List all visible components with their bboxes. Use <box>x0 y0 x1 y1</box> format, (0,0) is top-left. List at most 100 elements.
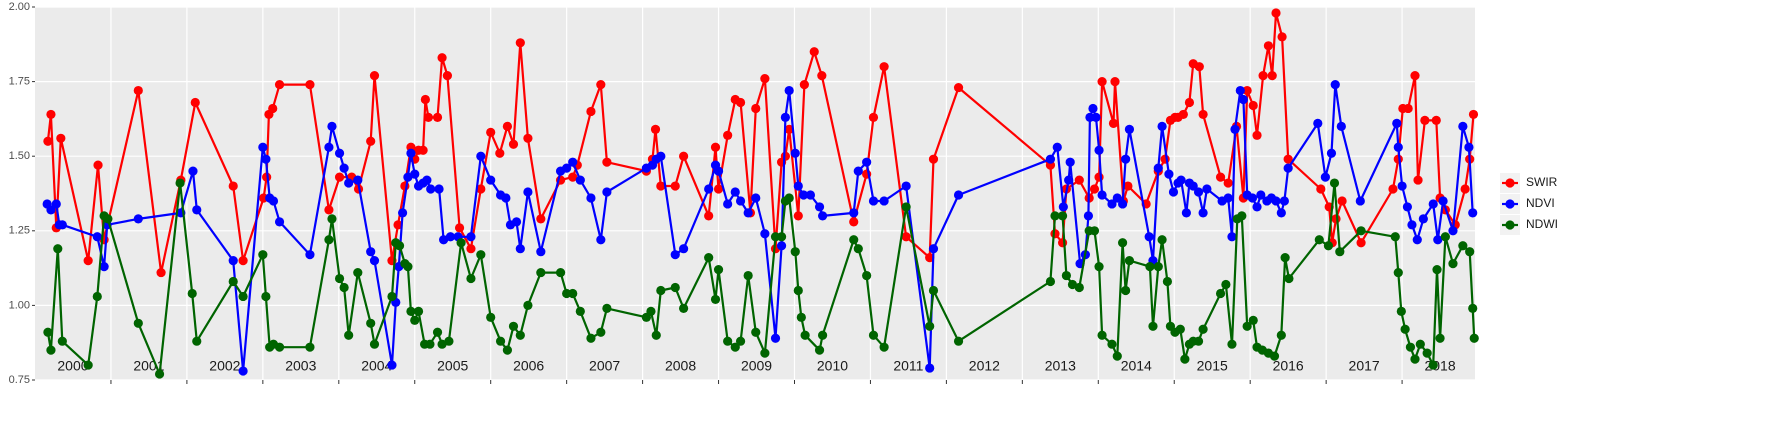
point <box>83 360 93 370</box>
point <box>1181 208 1191 218</box>
point <box>154 369 165 379</box>
point <box>1176 175 1186 185</box>
point <box>1094 172 1104 182</box>
point <box>799 79 809 90</box>
point <box>1329 178 1340 188</box>
point <box>849 208 859 218</box>
year-label: 2014 <box>1121 358 1152 374</box>
point <box>853 244 863 254</box>
point <box>1157 121 1167 131</box>
legend-point <box>1505 199 1515 209</box>
point <box>602 157 612 167</box>
point <box>1221 279 1231 290</box>
point <box>536 247 546 257</box>
point <box>1094 262 1104 272</box>
point <box>1248 100 1258 111</box>
point <box>268 103 278 114</box>
point <box>799 190 809 200</box>
point <box>1283 154 1293 164</box>
point <box>1097 190 1107 200</box>
point <box>1388 184 1398 194</box>
point <box>670 250 680 260</box>
point <box>760 229 770 239</box>
year-label: 2011 <box>893 358 923 374</box>
point <box>57 220 67 230</box>
point <box>1320 172 1330 182</box>
point <box>192 336 202 346</box>
point <box>1431 115 1441 125</box>
point <box>1112 193 1122 203</box>
legend-label: NDWI <box>1526 217 1558 231</box>
point <box>586 106 596 117</box>
point <box>1097 77 1107 87</box>
point <box>1184 97 1195 108</box>
point <box>1178 109 1188 120</box>
point <box>704 184 714 194</box>
point <box>925 253 935 263</box>
point <box>353 267 363 278</box>
point <box>925 363 935 373</box>
point <box>596 327 606 337</box>
year-label: 2007 <box>589 358 620 374</box>
point <box>1323 241 1334 251</box>
point <box>369 339 380 349</box>
point <box>486 127 496 137</box>
point <box>418 145 428 155</box>
point <box>793 285 803 296</box>
point <box>1392 118 1402 128</box>
point <box>366 318 376 328</box>
point <box>515 38 525 48</box>
point <box>790 148 800 158</box>
point <box>1112 351 1122 361</box>
point <box>334 148 345 158</box>
point <box>1415 339 1425 349</box>
point <box>953 190 964 200</box>
point <box>387 291 397 302</box>
point <box>523 300 533 310</box>
point <box>1238 94 1248 105</box>
point <box>1337 196 1347 206</box>
point <box>1256 190 1266 200</box>
point <box>760 348 770 358</box>
point <box>901 202 911 212</box>
point <box>656 181 666 191</box>
point <box>92 232 102 242</box>
point <box>476 151 486 161</box>
point <box>805 190 816 200</box>
point <box>261 154 271 164</box>
point <box>334 172 345 182</box>
point <box>1335 247 1345 257</box>
point <box>1057 238 1068 248</box>
point <box>784 124 794 134</box>
point <box>1410 354 1420 364</box>
point <box>1065 157 1075 167</box>
point <box>868 112 879 123</box>
point <box>536 214 546 224</box>
year-label: 2008 <box>665 358 696 374</box>
point <box>735 336 746 346</box>
point <box>925 321 935 331</box>
point <box>1458 121 1468 131</box>
point <box>928 244 939 254</box>
point <box>713 264 724 275</box>
point <box>324 142 334 152</box>
point <box>445 232 456 242</box>
point <box>1464 142 1474 152</box>
point <box>1468 303 1478 313</box>
point <box>679 244 689 254</box>
point <box>92 291 102 302</box>
point <box>1277 32 1287 42</box>
point <box>713 166 724 176</box>
point <box>99 262 109 272</box>
point <box>602 303 612 313</box>
point <box>901 232 911 242</box>
point <box>730 187 740 197</box>
year-label: 2004 <box>361 358 392 374</box>
point <box>1157 235 1167 245</box>
point <box>1448 259 1458 269</box>
point <box>1153 163 1163 173</box>
point <box>1397 181 1407 191</box>
point <box>1061 270 1071 281</box>
year-label: 2017 <box>1349 358 1380 374</box>
point <box>1107 339 1117 349</box>
